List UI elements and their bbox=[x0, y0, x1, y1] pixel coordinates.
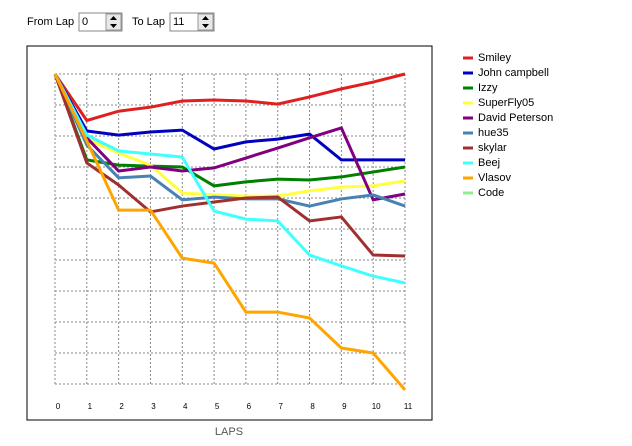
x-tick-label: 7 bbox=[279, 402, 284, 411]
x-tick-label: 8 bbox=[310, 402, 315, 411]
from-label: From Lap bbox=[27, 16, 74, 28]
series-line bbox=[53, 73, 406, 202]
legend-label: hue35 bbox=[478, 127, 509, 139]
legend-label: skylar bbox=[478, 142, 507, 154]
legend-label: David Peterson bbox=[478, 112, 553, 124]
legend-label: Vlasov bbox=[478, 172, 512, 184]
from-value: 0 bbox=[82, 16, 88, 28]
to-value: 11 bbox=[173, 16, 184, 28]
legend-label: SuperFly05 bbox=[478, 97, 534, 109]
x-tick-label: 11 bbox=[404, 402, 413, 411]
legend-label: Smiley bbox=[478, 52, 512, 64]
x-tick-label: 2 bbox=[119, 402, 124, 411]
x-tick-label: 3 bbox=[151, 402, 156, 411]
plot-frame bbox=[26, 45, 433, 421]
x-tick-label: 10 bbox=[372, 402, 381, 411]
series-line bbox=[53, 73, 406, 285]
series-line bbox=[53, 73, 406, 198]
legend-label: Beej bbox=[478, 157, 500, 169]
spin-arrows bbox=[110, 16, 117, 28]
from-spin[interactable] bbox=[105, 13, 122, 31]
x-tick-label: 5 bbox=[215, 402, 220, 411]
spin-arrows bbox=[202, 16, 209, 28]
to-label: To Lap bbox=[132, 16, 165, 28]
legend-label: John campbell bbox=[478, 67, 549, 79]
to-spin[interactable] bbox=[197, 13, 214, 31]
x-tick-label: 0 bbox=[56, 402, 61, 411]
series-line bbox=[53, 73, 406, 258]
legend-label: Izzy bbox=[478, 82, 498, 94]
series-line bbox=[53, 72, 406, 123]
series-line bbox=[53, 73, 406, 208]
x-tick-label: 4 bbox=[183, 402, 188, 411]
x-tick-label: 6 bbox=[247, 402, 252, 411]
series-line bbox=[53, 73, 405, 162]
x-tick-label: 1 bbox=[88, 402, 93, 411]
x-tick-label: 9 bbox=[342, 402, 347, 411]
x-axis-label: LAPS bbox=[215, 426, 243, 438]
series-line bbox=[53, 73, 407, 391]
legend-label: Code bbox=[478, 187, 504, 199]
